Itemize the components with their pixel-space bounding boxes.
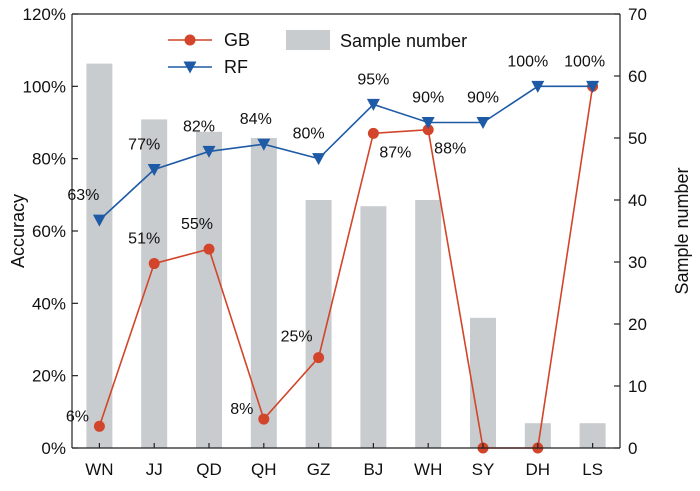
y-tick-label-right: 70 [628, 5, 647, 24]
legend-label-sample-number: Sample number [340, 31, 467, 51]
x-tick-label: WN [85, 460, 113, 479]
bar-wh [415, 200, 442, 448]
data-label-rf-gz: 80% [293, 126, 325, 143]
data-label-rf-qh: 84% [240, 111, 272, 128]
x-tick-label: WH [414, 460, 442, 479]
bar-layer [86, 63, 606, 449]
y-tick-label-left: 40% [32, 294, 66, 313]
bar-sy [470, 317, 496, 448]
y-tick-label-left: 60% [32, 222, 66, 241]
y-axis-title-left: Accuracy [8, 194, 28, 268]
series-line-gb [98, 86, 594, 449]
x-tick-label: BJ [363, 460, 383, 479]
y-axis-title-right: Sample number [672, 167, 692, 294]
point-rf-wh [421, 117, 435, 129]
bar-bj [360, 206, 387, 448]
point-gb-qd [203, 243, 215, 255]
point-rf-qh [257, 138, 271, 151]
point-gb-gz [313, 352, 325, 364]
data-label-gb-jj: 51% [128, 231, 160, 248]
x-tick-label: QD [196, 460, 222, 479]
bar-gz [305, 200, 332, 448]
x-tick-label: LS [582, 460, 603, 479]
y-tick-label-right: 0 [628, 439, 637, 458]
data-label-gb-qh: 8% [230, 401, 253, 418]
y-tick-label-right: 60 [628, 67, 647, 86]
y-tick-label-right: 30 [628, 253, 647, 272]
legend-label-rf: RF [224, 57, 248, 77]
y-tick-label-left: 20% [32, 367, 66, 386]
legend-marker-gb [184, 34, 196, 46]
y-tick-label-right: 40 [628, 191, 647, 210]
y-tick-label-left: 80% [32, 150, 66, 169]
point-gb-jj [148, 258, 160, 270]
data-label-rf-ls: 100% [564, 53, 605, 70]
data-label-layer: 6% 51% 55% 8% 25% 87% 88% 63% 77% 82% 84% 80% 95% 90%… [66, 53, 605, 425]
data-label-rf-sy: 90% [467, 90, 499, 107]
line-layer [92, 80, 600, 454]
y-tick-label-left: 120% [23, 5, 66, 24]
data-label-gb-wn: 6% [66, 408, 89, 425]
point-rf-sy [476, 117, 490, 129]
series-line-rf [98, 85, 593, 221]
point-rf-gz [312, 153, 326, 166]
data-label-gb-bj: 87% [379, 144, 411, 161]
data-label-rf-jj: 77% [128, 137, 160, 154]
x-tick-label: SY [472, 460, 495, 479]
bar-qd [196, 131, 222, 449]
data-label-rf-wn: 63% [67, 187, 99, 204]
point-gb-wn [93, 420, 105, 432]
y-tick-label-right: 10 [628, 377, 647, 396]
point-rf-jj [147, 164, 161, 177]
y-tick-label-right: 20 [628, 315, 647, 334]
y-tick-label-right: 50 [628, 129, 647, 148]
y-tick-label-left: 100% [23, 77, 66, 96]
bar-wn [86, 63, 113, 448]
data-label-rf-wh: 90% [412, 90, 444, 107]
data-label-gb-wh: 88% [434, 141, 466, 158]
legend-marker-rf [183, 61, 197, 74]
point-rf-qd [202, 145, 216, 158]
x-tick-label: QH [251, 460, 277, 479]
x-tick-label: GZ [307, 460, 331, 479]
legend: GB RF Sample number [168, 30, 467, 77]
y-tick-label-left: 0% [41, 439, 66, 458]
legend-label-gb: GB [224, 30, 250, 50]
point-rf-ls [586, 80, 600, 93]
x-tick-label: DH [526, 460, 551, 479]
x-tick-label: JJ [146, 460, 163, 479]
axes-layer: 0% 20% 40% 60% 80% 100% 120% 0 10 20 30 40 50 60 70 WN J… [8, 5, 692, 479]
bar-qh [250, 138, 277, 448]
point-rf-bj [366, 98, 380, 111]
data-label-rf-qd: 82% [183, 118, 215, 135]
point-gb-wh [422, 124, 434, 136]
point-gb-qh [258, 413, 270, 425]
data-label-rf-dh: 100% [507, 53, 548, 70]
point-rf-dh [531, 80, 545, 93]
data-label-gb-qd: 55% [181, 216, 213, 233]
data-label-rf-bj: 95% [357, 71, 389, 88]
data-label-gb-gz: 25% [281, 329, 313, 346]
point-rf-wn [92, 214, 106, 227]
legend-swatch-sample-number [286, 30, 330, 50]
point-gb-bj [367, 127, 379, 139]
